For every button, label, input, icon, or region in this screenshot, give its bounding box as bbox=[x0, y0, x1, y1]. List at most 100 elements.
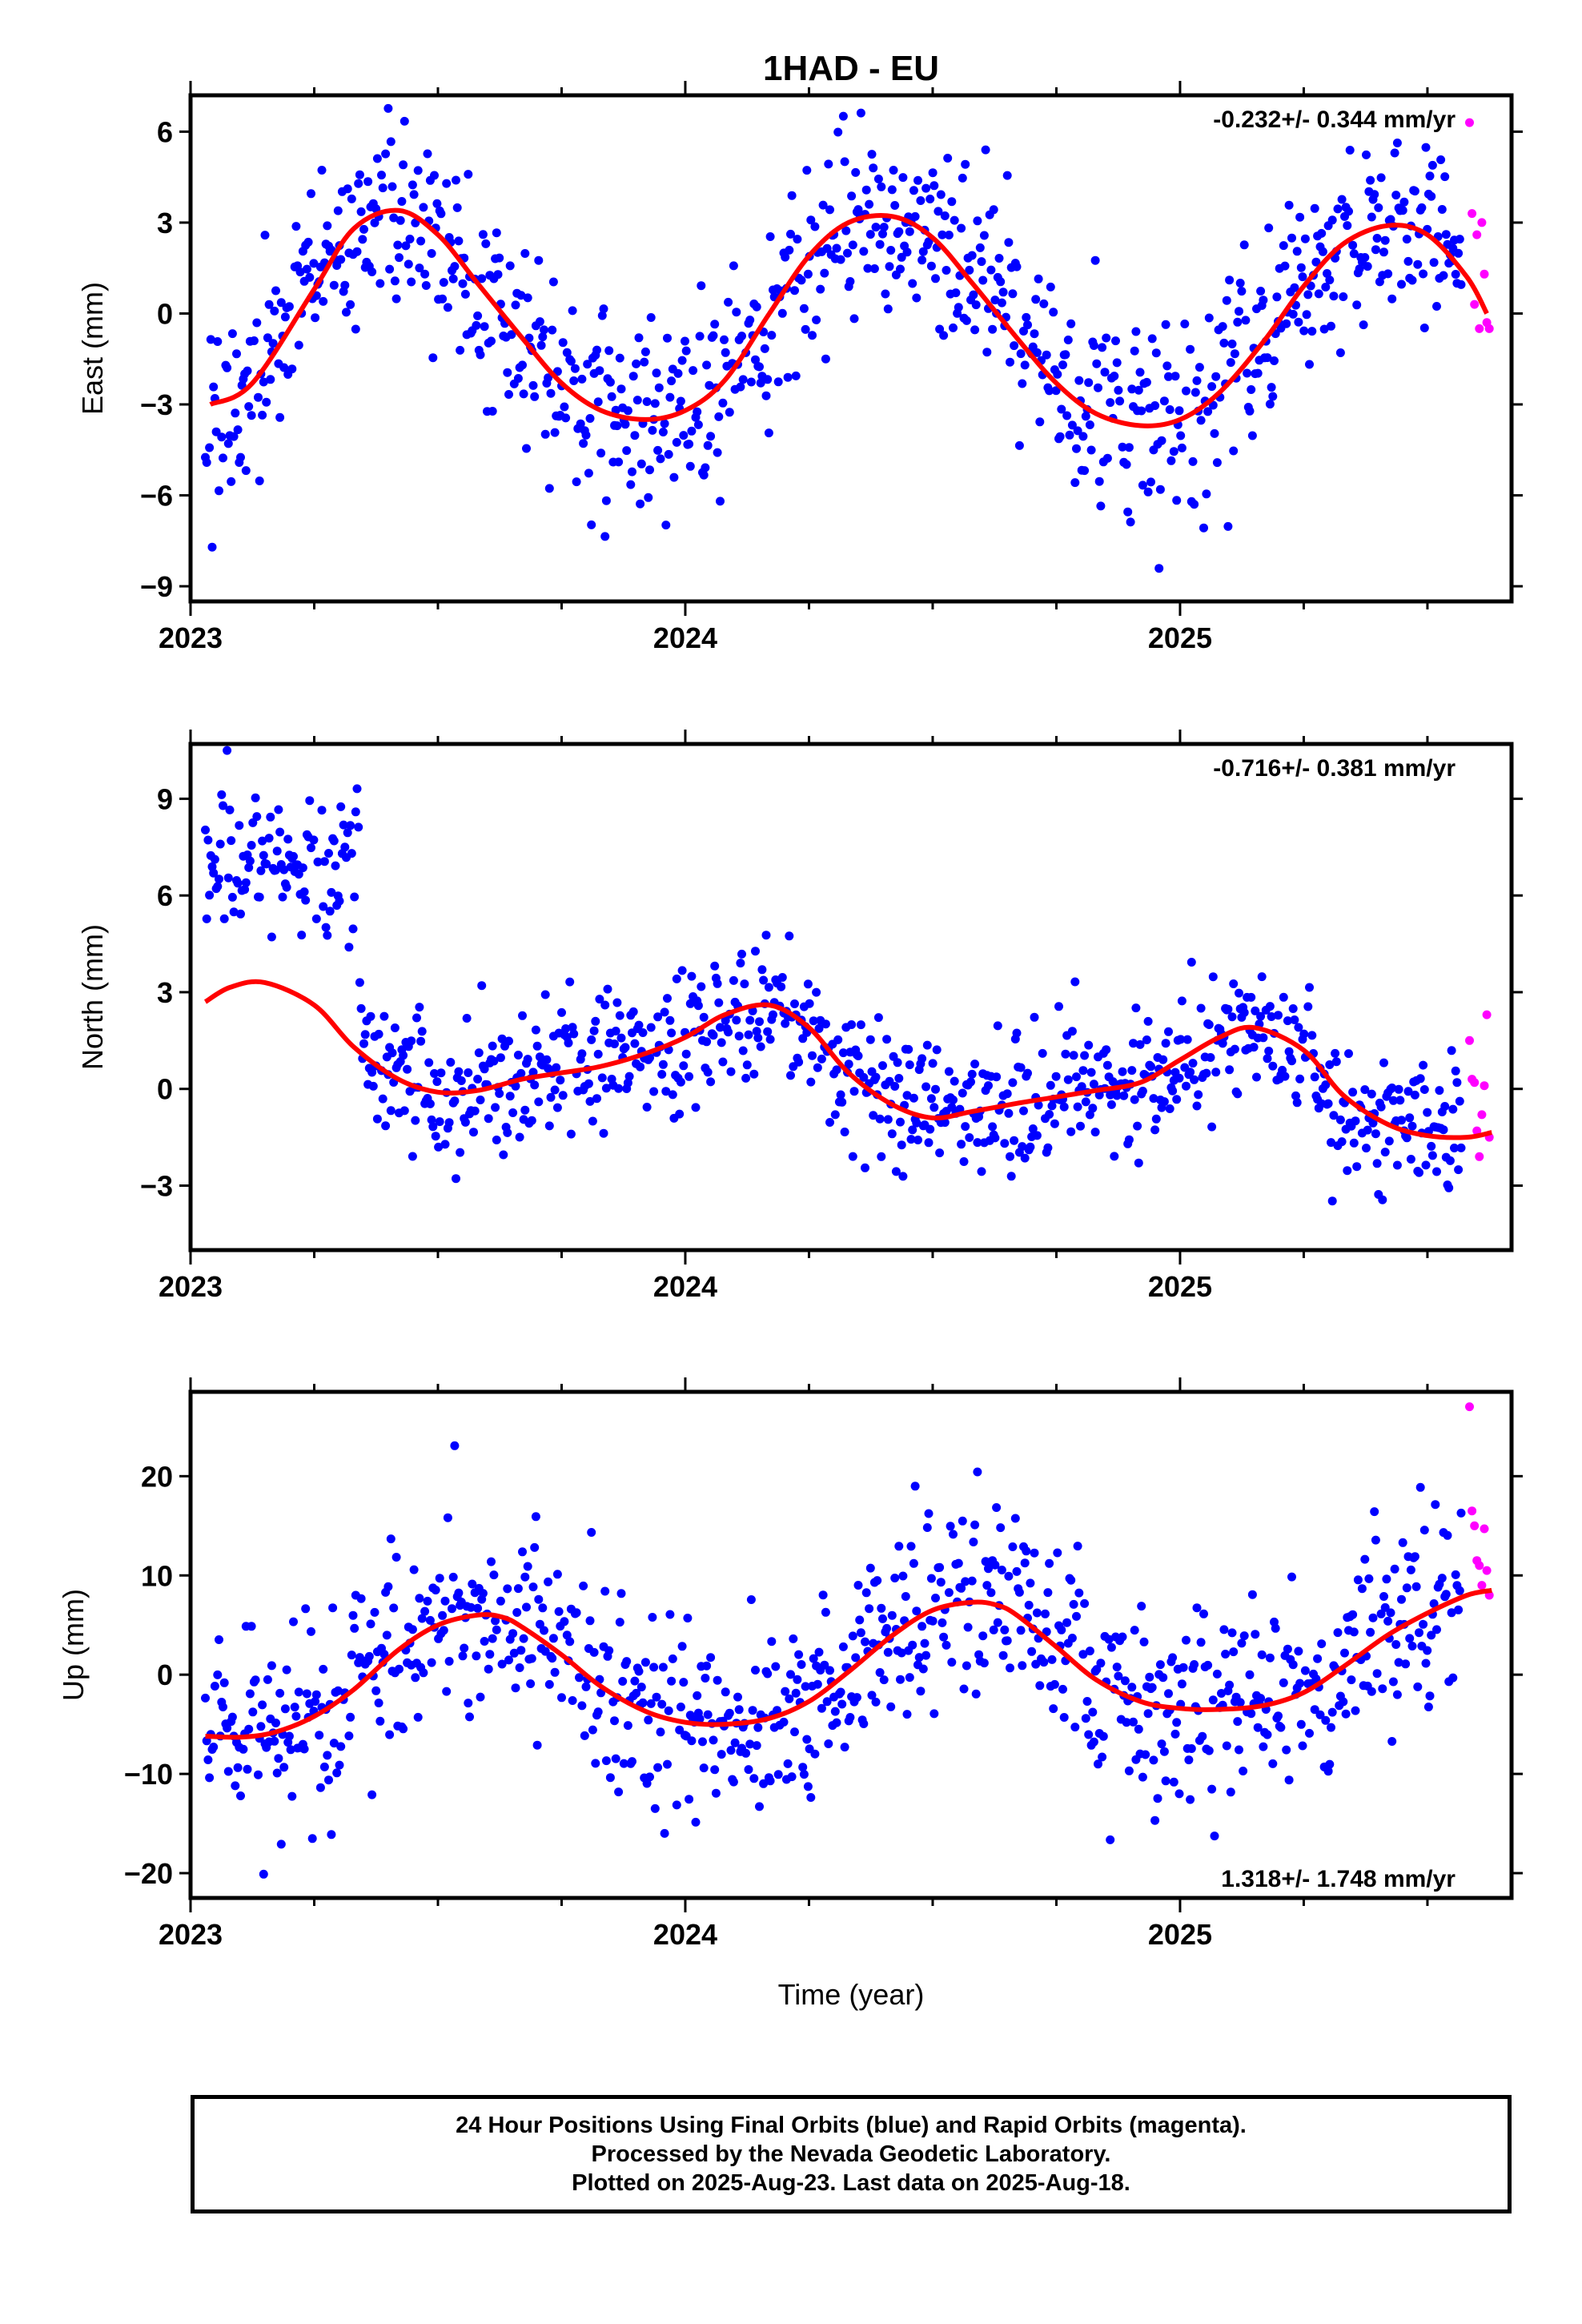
final-orbit-point bbox=[535, 1052, 544, 1062]
final-orbit-point bbox=[1018, 1142, 1027, 1152]
final-orbit-point bbox=[926, 261, 936, 271]
final-orbit-point bbox=[1403, 256, 1413, 266]
final-orbit-point bbox=[270, 1736, 279, 1746]
final-orbit-point bbox=[887, 1610, 897, 1620]
final-orbit-point bbox=[423, 149, 432, 159]
final-orbit-point bbox=[1303, 290, 1313, 300]
final-orbit-point bbox=[1207, 1784, 1217, 1794]
final-orbit-point bbox=[871, 223, 881, 232]
final-orbit-point bbox=[658, 1059, 668, 1069]
final-orbit-point bbox=[1291, 1091, 1300, 1100]
final-orbit-point bbox=[1032, 1608, 1042, 1618]
final-orbit-point bbox=[233, 425, 243, 435]
final-orbit-point bbox=[266, 812, 275, 822]
final-orbit-point bbox=[347, 849, 356, 858]
final-orbit-point bbox=[756, 1042, 765, 1051]
final-orbit-point bbox=[628, 1757, 636, 1767]
final-orbit-point bbox=[1096, 501, 1106, 511]
final-orbit-point bbox=[1382, 1574, 1391, 1584]
final-orbit-point bbox=[896, 1117, 905, 1127]
final-orbit-point bbox=[763, 375, 773, 384]
final-orbit-point bbox=[217, 790, 227, 799]
final-orbit-point bbox=[1439, 1125, 1448, 1135]
final-orbit-point bbox=[942, 1640, 951, 1650]
final-orbit-point bbox=[336, 802, 346, 811]
final-orbit-point bbox=[484, 1114, 493, 1124]
final-orbit-point bbox=[1379, 1058, 1388, 1068]
final-orbit-point bbox=[1247, 1590, 1257, 1599]
final-orbit-point bbox=[241, 466, 251, 476]
final-orbit-point bbox=[264, 834, 274, 843]
final-orbit-point bbox=[644, 493, 653, 502]
final-orbit-point bbox=[726, 1746, 736, 1755]
final-orbit-point bbox=[1279, 241, 1288, 251]
final-orbit-point bbox=[877, 1603, 886, 1613]
final-orbit-point bbox=[462, 1014, 472, 1023]
final-orbit-point bbox=[1349, 1138, 1359, 1148]
final-orbit-point bbox=[930, 1709, 939, 1719]
final-orbit-point bbox=[1202, 489, 1211, 499]
final-orbit-point bbox=[1388, 1096, 1398, 1105]
final-orbit-point bbox=[456, 345, 465, 355]
final-orbit-point bbox=[1287, 1056, 1296, 1066]
final-orbit-point bbox=[921, 1082, 931, 1092]
final-orbit-point bbox=[601, 1084, 611, 1093]
final-orbit-point bbox=[1006, 1663, 1014, 1673]
final-orbit-point bbox=[323, 221, 332, 231]
final-orbit-point bbox=[648, 1613, 657, 1622]
final-orbit-point bbox=[236, 452, 245, 462]
final-orbit-point bbox=[1307, 327, 1317, 336]
final-orbit-point bbox=[1432, 1625, 1441, 1634]
final-orbit-point bbox=[512, 1608, 522, 1617]
final-orbit-point bbox=[1035, 417, 1045, 427]
final-orbit-point bbox=[977, 257, 986, 267]
final-orbit-point bbox=[1030, 329, 1039, 339]
final-orbit-point bbox=[786, 1670, 795, 1679]
final-orbit-point bbox=[538, 1603, 548, 1613]
final-orbit-point bbox=[882, 1035, 892, 1044]
final-orbit-point bbox=[1038, 1048, 1047, 1058]
rapid-orbit-point bbox=[1465, 1035, 1474, 1045]
final-orbit-point bbox=[523, 293, 532, 303]
final-orbit-point bbox=[561, 413, 571, 423]
final-orbit-point bbox=[821, 354, 830, 364]
final-orbit-point bbox=[970, 325, 980, 335]
final-orbit-point bbox=[1046, 282, 1055, 292]
final-orbit-point bbox=[324, 1775, 333, 1785]
final-orbit-point bbox=[1217, 1689, 1226, 1698]
final-orbit-point bbox=[1376, 1609, 1386, 1618]
final-orbit-point bbox=[1345, 146, 1355, 155]
final-orbit-point bbox=[677, 966, 687, 975]
final-orbit-point bbox=[535, 1619, 544, 1629]
final-orbit-point bbox=[738, 1046, 748, 1055]
final-orbit-point bbox=[1271, 1623, 1280, 1633]
final-orbit-point bbox=[205, 1773, 215, 1783]
final-orbit-point bbox=[1367, 1089, 1376, 1099]
final-orbit-point bbox=[464, 1068, 473, 1077]
final-orbit-point bbox=[1145, 1672, 1154, 1682]
final-orbit-point bbox=[1031, 1659, 1041, 1669]
final-orbit-point bbox=[1164, 372, 1173, 381]
final-orbit-point bbox=[400, 116, 409, 126]
final-orbit-point bbox=[992, 1503, 1002, 1512]
final-orbit-point bbox=[716, 1023, 725, 1032]
final-orbit-point bbox=[339, 820, 348, 830]
final-orbit-point bbox=[924, 237, 934, 247]
final-orbit-point bbox=[254, 392, 263, 402]
final-orbit-point bbox=[275, 827, 285, 837]
final-orbit-point bbox=[580, 1731, 589, 1740]
final-orbit-point bbox=[806, 1077, 816, 1087]
final-orbit-point bbox=[400, 1106, 409, 1116]
final-orbit-point bbox=[595, 995, 604, 1004]
final-orbit-point bbox=[497, 1034, 507, 1043]
final-orbit-point bbox=[1256, 1011, 1266, 1021]
final-orbit-point bbox=[481, 239, 491, 248]
final-orbit-point bbox=[1127, 1683, 1137, 1692]
final-orbit-point bbox=[587, 520, 596, 529]
final-orbit-point bbox=[1130, 1095, 1139, 1104]
final-orbit-point bbox=[883, 1647, 893, 1657]
final-orbit-point bbox=[1290, 1015, 1299, 1024]
final-orbit-point bbox=[473, 1075, 483, 1084]
final-orbit-point bbox=[934, 207, 943, 216]
final-orbit-point bbox=[1051, 1072, 1061, 1081]
